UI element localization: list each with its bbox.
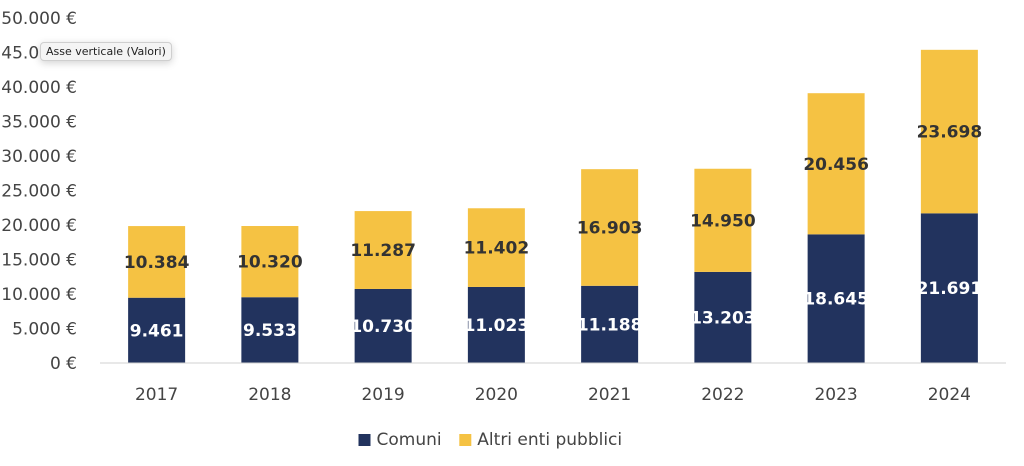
y-tick-label: 40.000 €	[1, 78, 77, 98]
data-label: 18.645	[803, 290, 869, 310]
y-tick-label: 0 €	[50, 354, 77, 374]
axis-tooltip: Asse verticale (Valori)	[40, 42, 172, 61]
data-label: 14.950	[690, 211, 756, 231]
y-tick-label: 35.000 €	[1, 113, 77, 133]
data-label: 23.698	[917, 123, 983, 143]
x-tick-label: 2022	[701, 385, 744, 405]
y-tick-label: 10.000 €	[1, 285, 77, 305]
x-tick-label: 2019	[361, 385, 404, 405]
data-label: 11.023	[464, 316, 530, 336]
y-tick-label: 5.000 €	[12, 320, 77, 340]
data-label: 20.456	[803, 155, 869, 175]
legend-swatch	[358, 434, 371, 446]
bar-segment	[694, 271, 752, 363]
data-label: 10.320	[237, 253, 303, 273]
y-tick-label: 25.000 €	[1, 182, 77, 202]
y-axis: 0 € 5.000 € 10.000 € 15.000 € 20.000 € 25.000…	[1, 9, 77, 374]
data-label: 9.461	[130, 321, 184, 341]
y-tick-label: 50.000 €	[1, 9, 77, 29]
data-label: 11.188	[577, 315, 643, 335]
x-tick-label: 2023	[814, 385, 857, 405]
data-label: 9.533	[243, 321, 297, 341]
bar-segment	[241, 297, 299, 363]
x-tick-label: 2017	[135, 385, 178, 405]
bar-segment	[354, 211, 412, 289]
bar-segment	[241, 226, 299, 298]
x-tick-label: 2024	[928, 385, 971, 405]
legend-swatch	[459, 434, 472, 446]
data-label: 21.691	[917, 279, 983, 299]
bar-segment	[128, 297, 186, 363]
y-tick-label: 30.000 €	[1, 147, 77, 167]
data-label: 13.203	[690, 308, 756, 328]
bars: 9.461 10.384 9.533 10.320 10.730 11.287 11.023…	[124, 49, 983, 363]
legend: Comuni Altri enti pubblici	[358, 430, 622, 450]
data-label: 10.730	[350, 317, 416, 337]
bar-segment	[694, 168, 752, 272]
data-label: 16.903	[577, 218, 643, 238]
bar-segment	[807, 93, 865, 235]
bar-segment	[807, 234, 865, 363]
x-axis: 2017 2018 2019 2020 2021 2022 2023 2024	[135, 385, 971, 405]
x-tick-label: 2021	[588, 385, 631, 405]
bar-segment	[581, 169, 639, 286]
bar-segment	[920, 49, 978, 214]
bar-segment	[581, 285, 639, 363]
data-label: 11.287	[350, 241, 416, 261]
bar-segment	[128, 226, 186, 298]
bar-segment	[354, 288, 412, 363]
data-label: 11.402	[464, 239, 530, 259]
bar-segment	[467, 286, 525, 363]
y-tick-label: 15.000 €	[1, 251, 77, 271]
y-tick-label: 20.000 €	[1, 216, 77, 236]
data-label: 10.384	[124, 253, 190, 273]
bar-segment	[920, 213, 978, 363]
x-tick-label: 2020	[475, 385, 518, 405]
x-tick-label: 2018	[248, 385, 291, 405]
bar-segment	[467, 208, 525, 287]
legend-label: Altri enti pubblici	[477, 430, 622, 450]
legend-label: Comuni	[377, 430, 442, 450]
